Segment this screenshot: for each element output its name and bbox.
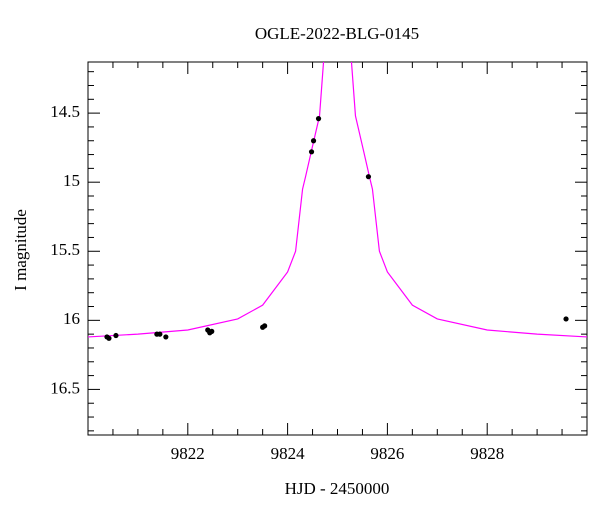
model-curve (88, 62, 587, 338)
data-point (157, 331, 163, 337)
data-point (563, 316, 569, 322)
data-point (308, 149, 315, 155)
y-tick-label: 16 (63, 309, 80, 328)
data-point (163, 334, 169, 340)
x-tick-label: 9828 (470, 444, 504, 463)
x-axis-label: HJD - 2450000 (285, 479, 390, 498)
x-tick-label: 9824 (271, 444, 306, 463)
x-tick-label: 9826 (370, 444, 404, 463)
y-tick-label: 16.5 (50, 378, 80, 397)
data-point (113, 332, 119, 339)
y-tick-label: 15.5 (50, 240, 80, 259)
data-point (106, 335, 112, 341)
data-point (310, 138, 317, 144)
data-point (209, 328, 215, 334)
y-tick-label: 15 (63, 171, 80, 190)
x-tick-label: 9822 (171, 444, 205, 463)
chart-title: OGLE-2022-BLG-0145 (255, 24, 419, 43)
data-point (315, 116, 322, 122)
plot-frame (87, 61, 588, 436)
data-point (262, 323, 268, 329)
data-point (365, 174, 372, 180)
y-axis-label: I magnitude (11, 209, 30, 291)
y-tick-label: 14.5 (50, 102, 80, 121)
plot-area (88, 62, 587, 341)
